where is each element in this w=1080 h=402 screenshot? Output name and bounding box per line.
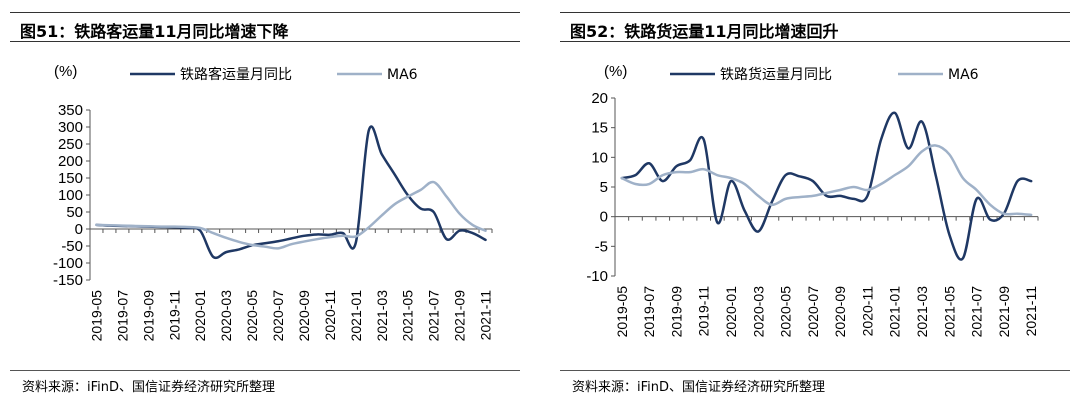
y-tick-label: 0	[75, 221, 83, 238]
x-tick-label: 2020-03	[218, 290, 234, 342]
legend-label-ma6: MA6	[948, 67, 979, 83]
legend-label-main: 铁路货运量月同比	[720, 66, 832, 83]
series-line-ma6	[620, 144, 1033, 217]
y-unit-label: (%)	[604, 63, 627, 80]
source-divider	[560, 370, 1070, 371]
x-tick-label: 2021-09	[996, 286, 1012, 338]
x-tick-label: 2020-01	[723, 286, 739, 338]
x-tick-label: 2020-05	[244, 290, 260, 342]
y-tick-label: 0	[600, 209, 608, 226]
chart-panel-right: 图52：铁路货运量11月同比增速回升 (%) 铁路货运量月同比 MA6 -10 -5 0 5…	[560, 0, 1070, 402]
x-tick-label: 2020-01	[192, 290, 208, 342]
source-note: 资料来源：iFinD、国信证券经济研究所整理	[22, 380, 276, 395]
x-tick-label: 2021-03	[374, 290, 390, 342]
x-tick-label: 2019-09	[140, 290, 156, 342]
chart-title: 图52：铁路货运量11月同比增速回升	[570, 22, 839, 41]
x-tick-label: 2019-07	[114, 290, 130, 342]
x-tick-label: 2021-03	[914, 286, 930, 338]
series-line-main	[620, 111, 1033, 261]
y-tick-label: 5	[600, 179, 608, 196]
x-tick-label: 2021-05	[941, 286, 957, 338]
chart-title-bar: 图52：铁路货运量11月同比增速回升	[560, 12, 1070, 42]
y-tick-label: 200	[58, 153, 83, 170]
x-tick-label: 2021-11	[478, 290, 494, 341]
x-tick-label: 2019-11	[166, 290, 182, 341]
y-unit-label: (%)	[54, 63, 77, 80]
passenger-chart: (%) 铁路客运量月同比 MA6 -150-100-50050100150200250…	[53, 63, 494, 342]
x-tick-label: 2020-05	[778, 286, 794, 338]
x-tick-label: 2020-09	[296, 290, 312, 342]
y-tick-label: 10	[591, 149, 608, 166]
x-tick-label: 2021-07	[969, 286, 985, 338]
x-tick-label: 2020-11	[859, 286, 875, 337]
x-tick-label: 2021-07	[426, 290, 442, 342]
x-tick-label: 2019-07	[641, 286, 657, 338]
y-tick-label: 350	[58, 102, 83, 119]
series-line-ma6	[95, 180, 487, 250]
y-tick-label: -100	[53, 255, 83, 272]
y-tick-label: 150	[58, 170, 83, 187]
y-tick-label: 50	[66, 204, 83, 221]
y-tick-label: 250	[58, 136, 83, 153]
x-tick-label: 2020-09	[832, 286, 848, 338]
legend-label-ma6: MA6	[387, 67, 418, 83]
x-tick-label: 2019-11	[696, 286, 712, 337]
source-divider	[10, 370, 520, 371]
x-tick-label: 2020-07	[805, 286, 821, 338]
y-tick-label: 300	[58, 119, 83, 136]
y-tick-label: 20	[591, 90, 608, 107]
chart-title-bar: 图51：铁路客运量11月同比增速下降	[10, 12, 520, 42]
y-tick-label: 15	[591, 120, 608, 137]
legend-label-main: 铁路客运量月同比	[180, 66, 292, 83]
source-note: 资料来源：iFinD、国信证券经济研究所整理	[572, 380, 826, 395]
chart-title: 图51：铁路客运量11月同比增速下降	[20, 22, 289, 41]
y-tick-label: -150	[53, 272, 83, 289]
freight-chart: (%) 铁路货运量月同比 MA6 -10 -5 0 5 10 15 20 2019-05 2019-0…	[586, 63, 1039, 338]
y-tick-label: -5	[595, 238, 608, 255]
x-tick-label: 2021-01	[348, 290, 364, 342]
x-tick-label: 2020-03	[750, 286, 766, 338]
x-tick-label: 2019-09	[668, 286, 684, 338]
y-tick-label: 100	[58, 187, 83, 204]
x-tick-label: 2021-05	[400, 290, 416, 342]
x-tick-label: 2021-09	[452, 290, 468, 342]
x-tick-label: 2021-01	[887, 286, 903, 338]
x-tick-label: 2021-11	[1023, 286, 1039, 337]
x-tick-label: 2020-07	[270, 290, 286, 342]
y-tick-label: -10	[586, 268, 608, 285]
series-line-main	[95, 125, 487, 260]
x-tick-label: 2020-11	[322, 290, 338, 341]
x-tick-label: 2019-05	[614, 286, 630, 338]
x-tick-label: 2019-05	[88, 290, 104, 342]
chart-panel-left: 图51：铁路客运量11月同比增速下降 (%) 铁路客运量月同比 MA6 -150 -10…	[10, 0, 520, 402]
y-tick-label: -50	[61, 238, 83, 255]
